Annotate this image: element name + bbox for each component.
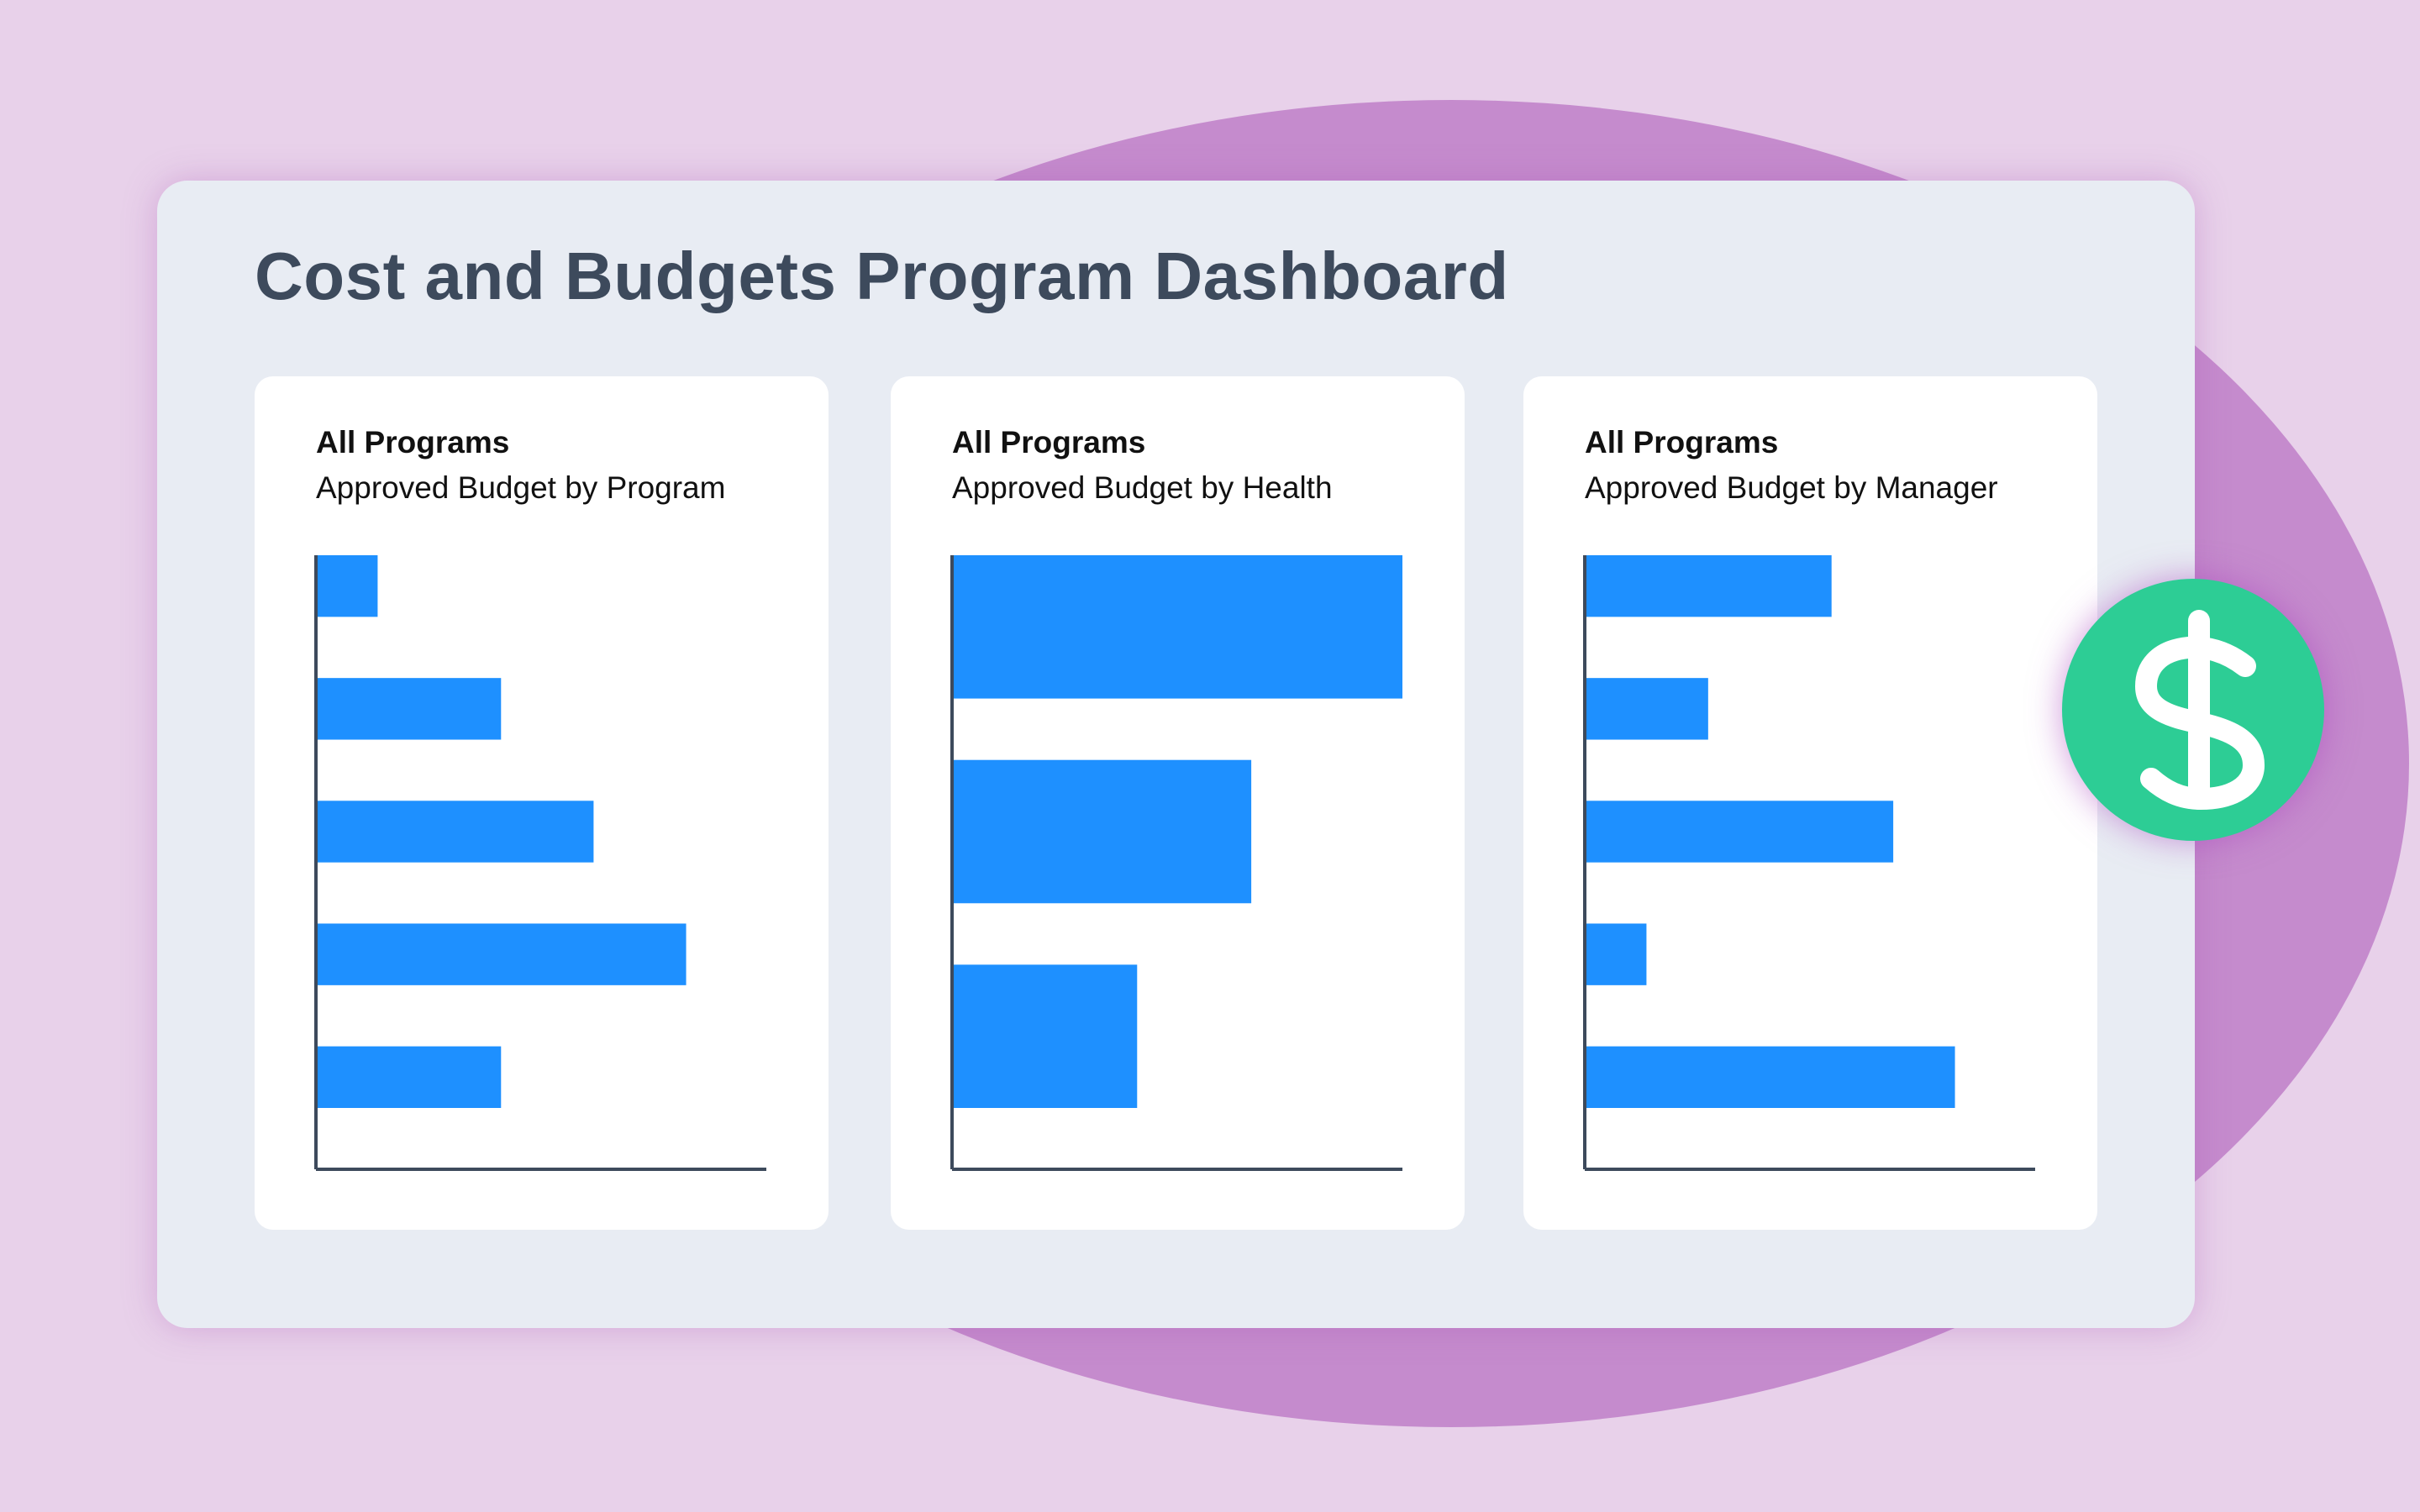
chart-card-health: All Programs Approved Budget by Health xyxy=(891,376,1465,1230)
dollar-sign-icon xyxy=(2134,610,2265,811)
chart-subtitle: Approved Budget by Health xyxy=(952,470,1333,505)
bar xyxy=(316,801,594,863)
chart-title: All Programs xyxy=(1585,425,1779,459)
dollar-badge xyxy=(2062,579,2324,841)
bar-chart-program xyxy=(314,555,766,1171)
chart-subtitle: Approved Budget by Manager xyxy=(1585,470,1998,505)
chart-card-manager: All Programs Approved Budget by Manager xyxy=(1523,376,2097,1230)
bar-chart-health xyxy=(950,555,1402,1171)
chart-title: All Programs xyxy=(316,425,510,459)
bar xyxy=(316,555,378,617)
bar xyxy=(952,964,1138,1108)
bar xyxy=(316,923,687,985)
chart-subtitle: Approved Budget by Program xyxy=(316,470,726,505)
bar xyxy=(1585,923,1647,985)
bar xyxy=(952,555,1402,699)
page-title: Cost and Budgets Program Dashboard xyxy=(255,239,1509,313)
dashboard-panel: Cost and Budgets Program Dashboard All P… xyxy=(157,181,2195,1328)
chart-title: All Programs xyxy=(952,425,1146,459)
bar-chart-manager xyxy=(1583,555,2035,1171)
bar xyxy=(316,678,502,740)
bar xyxy=(1585,555,1832,617)
chart-card-program: All Programs Approved Budget by Program xyxy=(255,376,829,1230)
bar xyxy=(1585,801,1894,863)
bar xyxy=(1585,1046,1955,1108)
bar xyxy=(316,1046,502,1108)
bar xyxy=(952,759,1252,904)
bar xyxy=(1585,678,1708,740)
